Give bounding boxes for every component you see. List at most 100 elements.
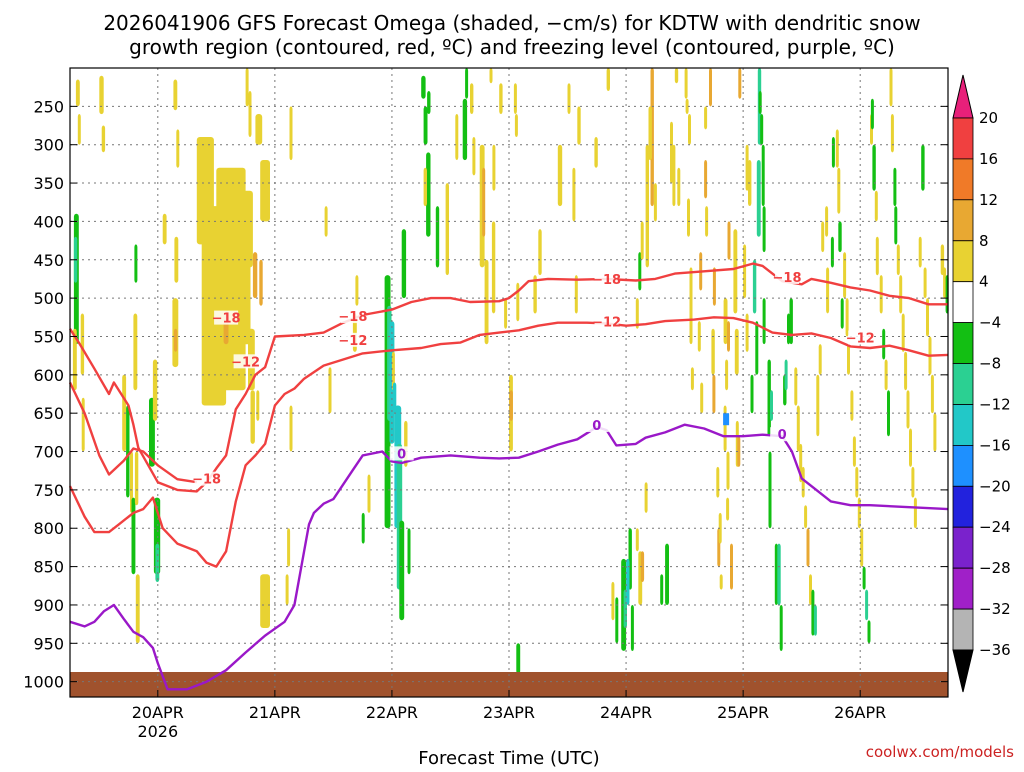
omega-cell <box>789 298 793 345</box>
colorbar-label: 12 <box>979 191 998 209</box>
omega-cell <box>248 91 252 137</box>
omega-cell <box>723 405 727 452</box>
omega-cell <box>926 298 929 337</box>
contour-label-bg <box>594 314 619 329</box>
omega-cell <box>700 382 704 414</box>
omega-cell <box>255 114 263 145</box>
omega-cell <box>752 259 757 314</box>
omega-cell <box>787 313 790 345</box>
omega-cell <box>796 405 800 452</box>
y-tick-label: 350 <box>33 174 64 193</box>
contour-minus12-lower <box>68 316 949 568</box>
omega-cell <box>648 106 652 161</box>
y-tick-label: 1000 <box>23 673 64 692</box>
colorbar-label: −24 <box>979 518 1011 536</box>
omega-cell <box>930 374 934 414</box>
credit-text: coolwx.com/models <box>866 743 1014 761</box>
omega-cell <box>152 359 158 421</box>
omega-cell <box>845 298 849 337</box>
contour-label-bg <box>194 471 219 486</box>
colorbar-top-arrow <box>952 74 974 119</box>
omega-cell <box>889 68 893 107</box>
contour-label-bg <box>389 446 414 461</box>
omega-cell <box>130 451 133 513</box>
omega-cell <box>135 574 140 644</box>
y-tick-label: 600 <box>33 366 64 385</box>
omega-cell <box>259 259 263 306</box>
x-tick-sublabel: 2026 <box>137 722 178 741</box>
omega-cell <box>465 68 469 99</box>
omega-cell <box>809 574 812 605</box>
y-tick-label: 850 <box>33 558 64 577</box>
omega-cell <box>904 351 908 391</box>
contour-label-bg <box>775 269 800 284</box>
omega-cell <box>252 252 258 299</box>
omega-cell <box>645 144 649 268</box>
omega-cell <box>862 566 866 590</box>
omega-cell <box>850 390 854 421</box>
omega-cell <box>688 114 691 145</box>
colorbar-label: 20 <box>979 109 998 127</box>
contour-label-bg <box>214 310 239 325</box>
omega-cell <box>882 328 886 360</box>
omega-cell <box>890 114 894 153</box>
omega-cell <box>289 405 293 452</box>
omega-cell <box>126 405 130 498</box>
omega-cell <box>852 436 856 467</box>
omega-cell <box>838 221 842 253</box>
y-tick-label: 800 <box>33 519 64 538</box>
omega-cell <box>779 605 783 651</box>
omega-cell <box>445 183 449 276</box>
omega-cell <box>155 543 160 582</box>
omega-cell <box>712 374 716 414</box>
omega-cell <box>538 229 542 276</box>
omega-cell <box>134 244 138 283</box>
omega-cell <box>761 144 765 207</box>
x-tick-label: 24APR <box>600 703 652 722</box>
omega-cell <box>745 144 749 191</box>
omega-cell <box>250 390 255 444</box>
omega-cell <box>843 252 847 299</box>
omega-cell <box>289 106 293 161</box>
omega-cell <box>435 206 440 268</box>
omega-cell <box>640 221 644 260</box>
omega-cell <box>813 605 817 636</box>
contour-label: 0 <box>397 447 406 462</box>
omega-cell <box>837 167 841 214</box>
colorbar-band <box>952 526 974 569</box>
omega-cell <box>734 328 739 375</box>
y-tick-label: 900 <box>33 596 64 615</box>
omega-cell <box>355 275 359 306</box>
colorbar-label: −16 <box>979 436 1011 454</box>
omega-cell <box>285 574 289 605</box>
omega-cell <box>727 321 730 352</box>
contour-label: −12 <box>846 332 875 347</box>
omega-cell <box>711 328 715 375</box>
colorbar-label: 16 <box>979 150 998 168</box>
omega-cell <box>801 466 805 498</box>
omega-cell <box>906 390 910 429</box>
omega-cell <box>909 428 912 467</box>
colorbar-label: −28 <box>979 559 1011 577</box>
omega-cell <box>875 236 879 276</box>
contour-minus18-lower <box>68 381 197 484</box>
omega-cell <box>830 236 834 268</box>
contour-label-bg <box>340 309 365 324</box>
omega-cell <box>867 620 871 644</box>
y-tick-label: 750 <box>33 481 64 500</box>
omega-cell <box>768 451 772 529</box>
omega-cell <box>804 505 808 529</box>
omega-cell <box>472 137 476 176</box>
omega-cell <box>256 390 260 421</box>
contour-label: −12 <box>231 355 260 370</box>
contour-label: −18 <box>192 473 221 488</box>
omega-cell <box>911 466 915 498</box>
omega-cell <box>489 68 493 84</box>
omega-cell <box>860 528 864 567</box>
omega-cell <box>514 114 518 137</box>
contour-label-bg <box>233 354 258 369</box>
contour-label: −18 <box>212 312 241 327</box>
colorbar-band <box>952 117 974 160</box>
colorbar-band <box>952 158 974 201</box>
